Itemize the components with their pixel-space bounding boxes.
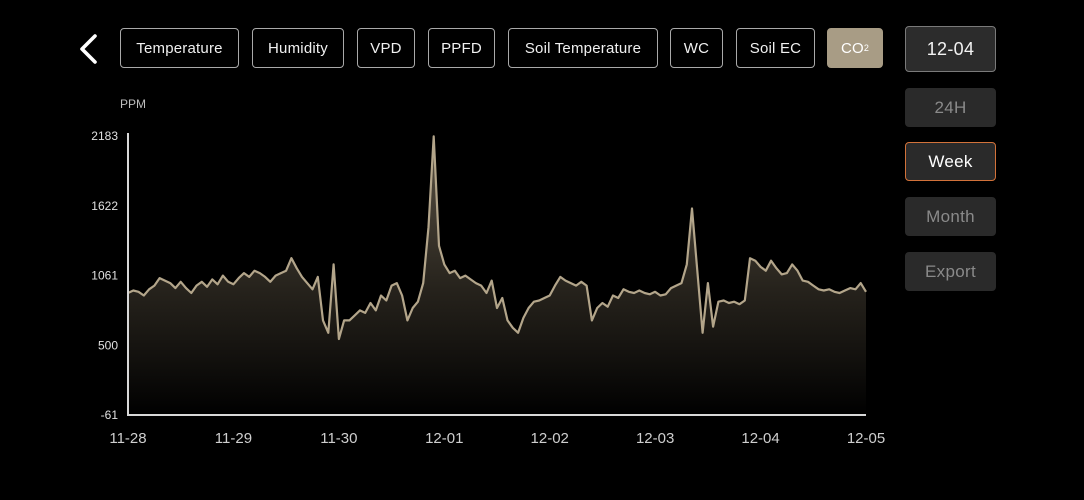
tab-co2[interactable]: CO 2 [827, 28, 883, 68]
tab-label: Humidity [268, 39, 328, 57]
tab-label: PPFD [441, 39, 482, 57]
tab-soil-ec[interactable]: Soil EC [736, 28, 815, 68]
y-tick-label: -61 [101, 408, 119, 422]
tab-vpd[interactable]: VPD [357, 28, 415, 68]
y-tick-label: 1061 [91, 269, 118, 283]
x-tick-label: 12-03 [636, 430, 674, 447]
co2-area-fill [128, 136, 866, 415]
back-button[interactable] [74, 30, 104, 68]
range-label: Month [926, 206, 975, 226]
x-tick-label: 11-29 [215, 430, 252, 447]
tab-label: Temperature [136, 39, 223, 57]
range-label: 24H [934, 97, 967, 117]
tab-label: CO [840, 39, 864, 57]
tab-label: WC [683, 39, 710, 57]
x-axis-ticks: 11-28 11-29 11-30 12-01 12-02 12-03 12-04 12-05 [109, 430, 885, 447]
x-tick-label: 12-01 [425, 430, 463, 447]
y-axis-unit-label: PPM [120, 97, 147, 111]
tab-wc[interactable]: WC [670, 28, 723, 68]
tab-humidity[interactable]: Humidity [252, 28, 344, 68]
y-axis-ticks: 2183 1622 1061 500 -61 [91, 129, 118, 422]
x-tick-label: 12-04 [741, 430, 779, 447]
range-week-button[interactable]: Week [905, 142, 996, 181]
export-label: Export [925, 261, 976, 281]
x-tick-label: 12-02 [531, 430, 569, 447]
x-tick-label: 11-30 [320, 430, 357, 447]
tab-label-subscript: 2 [863, 43, 870, 53]
date-label: 12-04 [926, 38, 975, 59]
date-picker-button[interactable]: 12-04 [905, 26, 996, 72]
x-tick-label: 12-05 [847, 430, 885, 447]
y-tick-label: 2183 [91, 129, 118, 143]
range-24h-button[interactable]: 24H [905, 88, 996, 127]
tab-ppfd[interactable]: PPFD [428, 28, 495, 68]
tab-label: Soil Temperature [524, 39, 642, 57]
tab-label: VPD [370, 39, 402, 57]
tab-temperature[interactable]: Temperature [120, 28, 239, 68]
y-tick-label: 1622 [91, 199, 118, 213]
tab-label: Soil EC [749, 39, 802, 57]
tab-soil-temperature[interactable]: Soil Temperature [508, 28, 658, 68]
y-tick-label: 500 [98, 338, 118, 352]
x-tick-label: 11-28 [109, 430, 146, 447]
export-button[interactable]: Export [905, 252, 996, 291]
chevron-left-icon [80, 34, 97, 64]
range-month-button[interactable]: Month [905, 197, 996, 236]
co2-series-line [127, 135, 867, 341]
range-label: Week [928, 151, 973, 171]
